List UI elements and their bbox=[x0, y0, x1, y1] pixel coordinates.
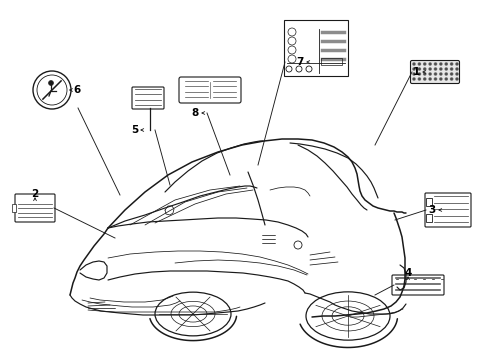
FancyBboxPatch shape bbox=[425, 193, 471, 227]
Circle shape bbox=[413, 78, 415, 80]
Text: 2: 2 bbox=[31, 189, 39, 199]
Circle shape bbox=[440, 68, 442, 70]
Circle shape bbox=[418, 78, 420, 80]
Circle shape bbox=[418, 73, 420, 75]
FancyBboxPatch shape bbox=[12, 204, 16, 212]
Circle shape bbox=[456, 68, 458, 70]
Circle shape bbox=[429, 68, 431, 70]
Circle shape bbox=[445, 73, 447, 75]
Text: 7: 7 bbox=[296, 57, 304, 67]
Text: 4: 4 bbox=[404, 268, 412, 278]
Text: 1: 1 bbox=[413, 67, 420, 77]
Circle shape bbox=[424, 63, 426, 65]
FancyBboxPatch shape bbox=[321, 58, 342, 65]
Circle shape bbox=[456, 63, 458, 65]
Circle shape bbox=[440, 78, 442, 80]
Circle shape bbox=[424, 68, 426, 70]
Circle shape bbox=[413, 63, 415, 65]
Circle shape bbox=[456, 78, 458, 80]
Circle shape bbox=[450, 73, 453, 75]
Circle shape bbox=[429, 73, 431, 75]
FancyBboxPatch shape bbox=[426, 214, 432, 222]
FancyBboxPatch shape bbox=[284, 20, 348, 76]
Circle shape bbox=[424, 78, 426, 80]
Circle shape bbox=[49, 81, 53, 85]
FancyBboxPatch shape bbox=[426, 198, 432, 206]
Circle shape bbox=[429, 63, 431, 65]
Circle shape bbox=[435, 68, 437, 70]
Circle shape bbox=[456, 73, 458, 75]
Circle shape bbox=[440, 73, 442, 75]
Circle shape bbox=[450, 63, 453, 65]
Circle shape bbox=[445, 68, 447, 70]
Text: 5: 5 bbox=[131, 125, 138, 135]
Circle shape bbox=[418, 68, 420, 70]
Text: 6: 6 bbox=[73, 85, 80, 95]
Circle shape bbox=[429, 78, 431, 80]
Circle shape bbox=[440, 63, 442, 65]
Circle shape bbox=[450, 68, 453, 70]
Circle shape bbox=[424, 73, 426, 75]
Circle shape bbox=[413, 68, 415, 70]
Circle shape bbox=[450, 78, 453, 80]
FancyBboxPatch shape bbox=[392, 275, 444, 295]
FancyBboxPatch shape bbox=[411, 60, 460, 84]
FancyBboxPatch shape bbox=[15, 194, 55, 222]
Circle shape bbox=[435, 78, 437, 80]
Circle shape bbox=[435, 63, 437, 65]
Circle shape bbox=[413, 73, 415, 75]
Circle shape bbox=[445, 78, 447, 80]
Text: 8: 8 bbox=[192, 108, 199, 118]
FancyBboxPatch shape bbox=[179, 77, 241, 103]
FancyBboxPatch shape bbox=[132, 87, 164, 109]
Circle shape bbox=[445, 63, 447, 65]
Circle shape bbox=[418, 63, 420, 65]
Text: 3: 3 bbox=[429, 205, 436, 215]
Circle shape bbox=[435, 73, 437, 75]
